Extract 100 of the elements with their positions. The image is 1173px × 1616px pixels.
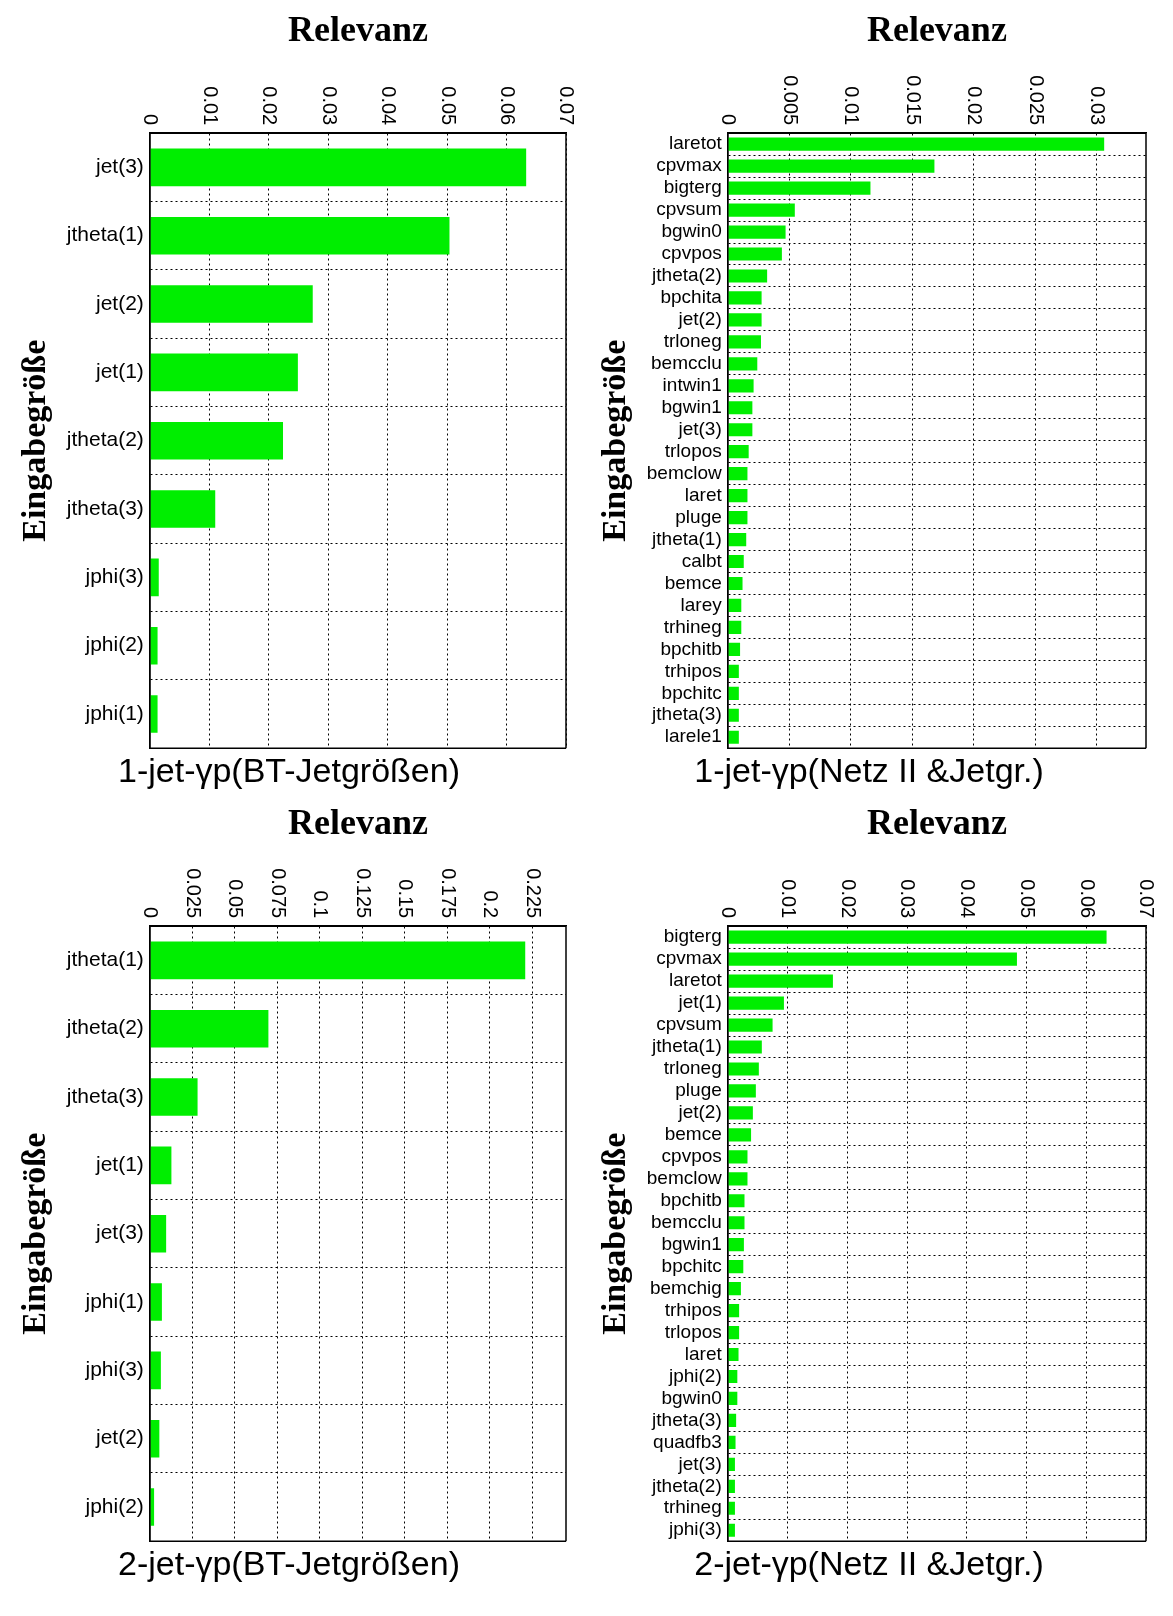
y-tick-label: jtheta(1) (65, 222, 144, 246)
y-tick-label: jtheta(1) (65, 947, 144, 971)
x-tick-label: 0.04 (957, 879, 980, 919)
x-tick-label: 0.02 (837, 879, 860, 919)
x-tick-label: 0.05 (437, 86, 460, 126)
y-tick-label: jet(3) (677, 1452, 722, 1474)
bar (728, 598, 742, 613)
bar (728, 401, 753, 415)
bar (728, 1150, 748, 1164)
bar (728, 974, 833, 988)
x-tick-label: 0.015 (902, 75, 925, 126)
y-tick-label: jet(3) (94, 154, 144, 178)
x-axis-title: Relevanz (287, 801, 428, 842)
y-tick-label: jphi(1) (84, 700, 144, 724)
y-tick-label: jet(2) (94, 290, 144, 314)
y-tick-label: bemclow (646, 461, 723, 483)
bar (728, 247, 782, 261)
y-tick-label: laretot (668, 132, 723, 154)
x-tick-label: 0.05 (1016, 879, 1039, 919)
bar (150, 490, 216, 528)
x-tick-label: 0.025 (182, 868, 205, 919)
x-tick-label: 0.075 (267, 868, 290, 919)
y-tick-label: bemclow (646, 1167, 723, 1189)
y-tick-label: bpchitb (660, 1188, 722, 1210)
bar (728, 1172, 748, 1186)
y-tick-label: jtheta(2) (651, 264, 722, 286)
bar (728, 708, 739, 722)
x-tick-label: 0.03 (318, 86, 341, 126)
y-tick-label: jphi(2) (667, 1364, 722, 1386)
x-tick-label: 0.1 (310, 890, 333, 919)
bar (728, 554, 744, 569)
bar (728, 620, 742, 634)
y-tick-label: bgwin1 (661, 1232, 722, 1254)
bar (728, 269, 768, 283)
bar (728, 137, 1105, 151)
x-tick-label: 0.03 (897, 879, 920, 919)
bar (728, 576, 743, 591)
y-tick-label: cpvsum (656, 198, 722, 220)
y-tick-label: jet(2) (677, 1101, 722, 1123)
y-tick-label: pluge (675, 1079, 722, 1101)
y-tick-label: bigterg (663, 925, 722, 947)
y-tick-label: bgwin0 (661, 220, 722, 242)
bar (728, 686, 739, 700)
y-tick-label: cpvsum (656, 1013, 722, 1035)
y-tick-label: calbt (681, 549, 723, 571)
bar (728, 1128, 752, 1142)
y-tick-label: laret (684, 1342, 723, 1364)
bar (728, 730, 739, 744)
x-tick-label: 0.06 (497, 86, 520, 126)
y-tick-label: jtheta(2) (651, 1474, 722, 1496)
y-tick-label: quadfb3 (653, 1430, 722, 1452)
y-tick-label: jet(3) (94, 1220, 144, 1244)
y-axis-title: Eingabegröße (595, 339, 633, 542)
y-axis-title: Eingabegröße (15, 1132, 53, 1335)
bar (728, 1260, 744, 1274)
x-tick-label: 0 (140, 114, 163, 126)
bar (728, 1303, 740, 1318)
x-tick-label: 0.01 (778, 879, 800, 919)
bar (150, 1009, 269, 1048)
y-tick-label: jtheta(1) (651, 527, 722, 549)
x-tick-label: 0.07 (1136, 879, 1159, 919)
y-tick-label: trhipos (664, 1298, 722, 1320)
y-tick-label: cpvpos (661, 242, 722, 264)
y-tick-label: jtheta(3) (651, 703, 722, 725)
y-tick-label: bemce (664, 571, 722, 593)
bar (150, 1078, 198, 1116)
x-tick-label: 0.06 (1076, 879, 1099, 919)
text: 2-jet-γp(Netz II &Jetgr.) (694, 1543, 1044, 1582)
text: 1-jet-γp(Netz II &Jetgr.) (694, 750, 1044, 789)
x-tick-label: 0.03 (1087, 86, 1110, 126)
x-tick-label: 0 (718, 114, 741, 126)
y-tick-label: bpchitc (661, 1254, 722, 1276)
bar (728, 225, 786, 239)
x-axis-title: Relevanz (866, 8, 1007, 49)
bar (728, 159, 935, 173)
bar (150, 285, 313, 323)
bar (728, 203, 795, 217)
y-tick-label: bpchitc (661, 681, 722, 703)
x-tick-label: 0.15 (395, 879, 418, 919)
bar (728, 291, 762, 305)
bar (728, 1216, 745, 1230)
y-tick-label: larey (680, 593, 723, 615)
bar (728, 532, 747, 547)
x-tick-label: 0.02 (259, 86, 282, 126)
x-tick-label: 0.125 (352, 868, 375, 919)
y-tick-label: bemcclu (651, 352, 722, 374)
y-tick-label: larele1 (664, 725, 722, 747)
bar (728, 357, 758, 371)
bar (728, 313, 762, 327)
bar (150, 216, 450, 255)
y-tick-label: jphi(2) (84, 1493, 144, 1517)
bar (150, 695, 158, 733)
bar (150, 353, 298, 392)
x-tick-label: 0.175 (437, 868, 460, 919)
y-tick-label: jet(2) (94, 1425, 144, 1449)
bar (150, 1283, 162, 1321)
y-tick-label: jtheta(2) (65, 1015, 144, 1039)
bar (728, 181, 871, 195)
y-tick-label: jphi(1) (84, 1288, 144, 1312)
x-tick-label: 0.225 (522, 868, 545, 919)
